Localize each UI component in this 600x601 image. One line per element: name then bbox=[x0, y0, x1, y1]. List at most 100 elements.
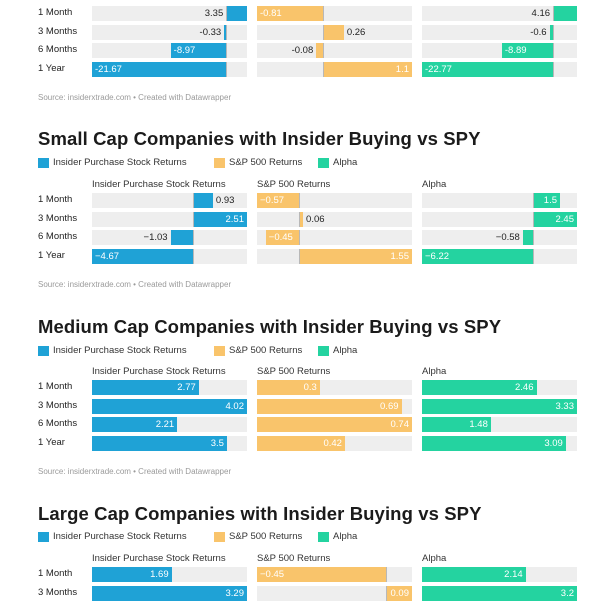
bar-insider bbox=[170, 43, 227, 59]
bar-track: 3.2 bbox=[422, 585, 577, 601]
data-label: -0.08 bbox=[291, 45, 314, 57]
bar-sp500 bbox=[257, 435, 345, 451]
bar-insider bbox=[92, 435, 227, 451]
bar-track: 2.77 bbox=[92, 380, 247, 395]
row-label: 3 Months bbox=[38, 586, 78, 598]
column-header-alpha: Alpha bbox=[422, 553, 447, 564]
data-label: 1.5 bbox=[543, 195, 558, 206]
legend-swatch-alpha bbox=[318, 345, 329, 356]
zero-line bbox=[553, 24, 555, 40]
bar-track: -0.33 bbox=[92, 24, 247, 40]
bar-track: -22.77 bbox=[422, 61, 577, 77]
zero-line bbox=[192, 248, 194, 264]
data-label: -0.81 bbox=[260, 8, 282, 19]
bar-track: −0.45 bbox=[257, 230, 412, 246]
bar-track: −0.45 bbox=[257, 567, 412, 582]
data-label: 1.69 bbox=[150, 569, 169, 580]
data-label: -21.67 bbox=[95, 63, 122, 75]
data-label: 1.55 bbox=[390, 250, 410, 262]
zero-line bbox=[226, 61, 228, 77]
data-label: 3.29 bbox=[225, 587, 245, 599]
bar-sp500 bbox=[298, 211, 304, 227]
data-label: 2.21 bbox=[155, 419, 175, 431]
zero-line bbox=[386, 567, 388, 582]
zero-line bbox=[226, 6, 228, 21]
bar-track: 2.51 bbox=[92, 211, 247, 227]
data-label: 0.93 bbox=[215, 195, 235, 206]
bar-track: 2.14 bbox=[422, 567, 577, 582]
bar-track: 1.48 bbox=[422, 417, 577, 433]
source-note: Source: insiderxtrade.com • Created with… bbox=[38, 93, 232, 102]
data-label: 3.2 bbox=[560, 587, 574, 599]
legend-swatch-alpha bbox=[318, 157, 329, 168]
data-label: −4.67 bbox=[95, 250, 120, 262]
column-header-insider: Insider Purchase Stock Returns bbox=[92, 366, 226, 377]
bar-alpha bbox=[422, 567, 526, 582]
bar-track: 2.46 bbox=[422, 380, 577, 395]
legend-swatch-sp500 bbox=[214, 531, 225, 542]
data-label: 2.77 bbox=[177, 382, 196, 393]
legend-label-insider: Insider Purchase Stock Returns bbox=[53, 531, 187, 542]
data-label: -0.6 bbox=[530, 26, 547, 38]
row-label: 6 Months bbox=[38, 231, 78, 243]
bar-track: −1.03 bbox=[92, 230, 247, 246]
data-label: 3.09 bbox=[544, 437, 563, 449]
bar-sp500 bbox=[316, 43, 323, 59]
data-label: −1.03 bbox=[143, 232, 168, 244]
zero-line bbox=[226, 43, 228, 59]
bar-sp500 bbox=[257, 398, 402, 414]
data-label: 0.26 bbox=[346, 26, 366, 38]
legend-label-alpha: Alpha bbox=[333, 531, 358, 542]
zero-line bbox=[322, 6, 324, 21]
zero-line bbox=[553, 61, 555, 77]
bar-track: −0.58 bbox=[422, 230, 577, 246]
row-label: 1 Month bbox=[38, 194, 73, 205]
data-label: -8.89 bbox=[504, 45, 527, 57]
bar-track: 0.26 bbox=[257, 24, 412, 40]
bar-track: 4.02 bbox=[92, 398, 247, 414]
bar-track: −0.57 bbox=[257, 193, 412, 208]
bar-alpha bbox=[522, 230, 534, 246]
column-header-sp500: S&P 500 Returns bbox=[257, 179, 331, 190]
bar-sp500 bbox=[265, 230, 299, 246]
bar-track: 0.06 bbox=[257, 211, 412, 227]
bar-alpha bbox=[422, 398, 577, 414]
bar-insider bbox=[226, 6, 247, 21]
bar-alpha bbox=[422, 248, 534, 264]
row-label: 1 Month bbox=[38, 381, 73, 392]
bar-sp500 bbox=[322, 61, 412, 77]
zero-line bbox=[533, 193, 535, 208]
zero-line bbox=[533, 211, 535, 227]
row-label: 1 Year bbox=[38, 62, 65, 74]
data-label: 3.5 bbox=[210, 437, 224, 449]
data-label: 0.3 bbox=[303, 382, 317, 393]
row-label: 1 Month bbox=[38, 568, 73, 579]
bar-sp500 bbox=[298, 248, 412, 264]
bar-insider bbox=[92, 398, 247, 414]
column-header-sp500: S&P 500 Returns bbox=[257, 553, 331, 564]
bar-insider bbox=[92, 567, 172, 582]
bar-track: 0.69 bbox=[257, 398, 412, 414]
row-label: 3 Months bbox=[38, 399, 78, 411]
legend-item-alpha: Alpha bbox=[318, 345, 357, 356]
column-header-alpha: Alpha bbox=[422, 179, 447, 190]
bar-insider bbox=[192, 211, 247, 227]
legend-label-insider: Insider Purchase Stock Returns bbox=[53, 345, 187, 356]
legend-item-insider: Insider Purchase Stock Returns bbox=[38, 157, 187, 168]
zero-line bbox=[298, 248, 300, 264]
legend-label-sp500: S&P 500 Returns bbox=[229, 531, 303, 542]
legend-swatch-insider bbox=[38, 345, 49, 356]
bar-alpha bbox=[422, 417, 491, 433]
bar-alpha bbox=[422, 61, 554, 77]
legend-label-insider: Insider Purchase Stock Returns bbox=[53, 157, 187, 168]
column-header-sp500: S&P 500 Returns bbox=[257, 366, 331, 377]
bar-track: 1.5 bbox=[422, 193, 577, 208]
zero-line bbox=[298, 211, 300, 227]
bar-track: 2.21 bbox=[92, 417, 247, 433]
bar-sp500 bbox=[257, 380, 320, 395]
bar-sp500 bbox=[257, 193, 299, 208]
data-label: 0.69 bbox=[380, 400, 399, 412]
row-label: 3 Months bbox=[38, 212, 78, 224]
data-label: -8.97 bbox=[173, 45, 196, 57]
